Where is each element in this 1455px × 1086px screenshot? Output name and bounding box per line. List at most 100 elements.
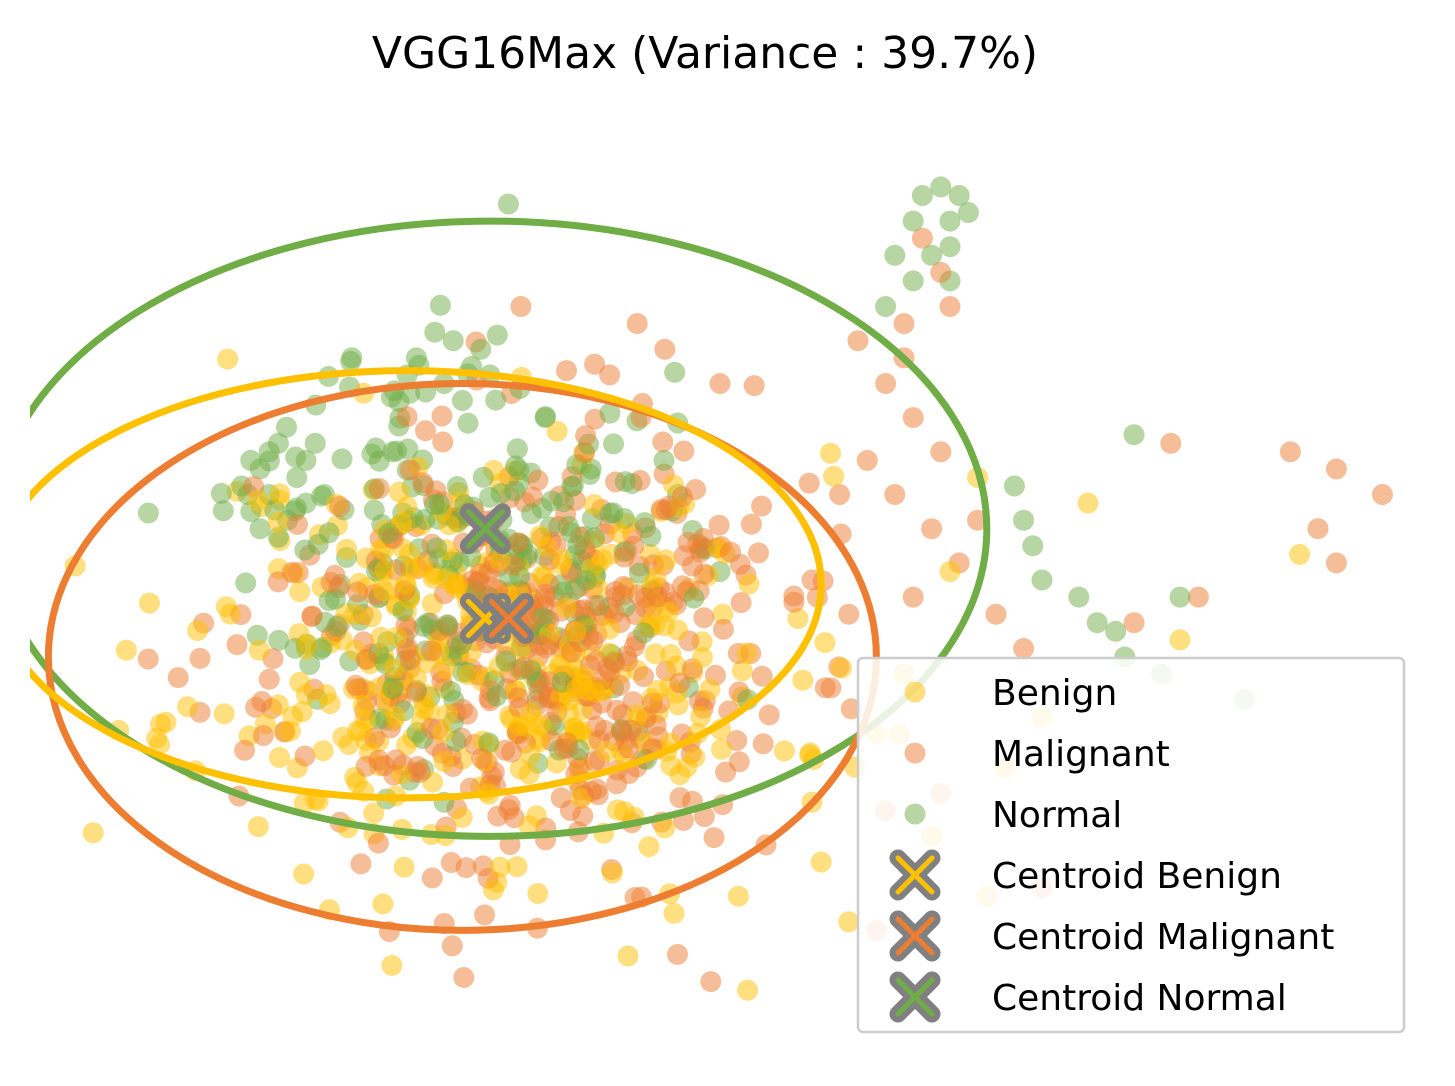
point-benign — [363, 802, 385, 824]
point-normal — [614, 471, 636, 493]
legend-centroid-normal-marker — [889, 971, 941, 1023]
point-malignant — [586, 778, 608, 800]
point-benign — [213, 703, 235, 725]
point-normal — [240, 449, 262, 471]
point-benign — [831, 657, 852, 679]
point-malignant — [633, 666, 654, 688]
point-malignant — [584, 595, 606, 616]
point-malignant — [1123, 612, 1145, 634]
ellipse-benign — [30, 367, 825, 802]
point-malignant — [347, 581, 369, 603]
point-benign — [291, 701, 313, 723]
point-benign — [647, 680, 668, 701]
point-malignant — [345, 674, 367, 696]
point-benign — [660, 755, 682, 777]
point-normal — [1105, 620, 1127, 642]
point-normal — [683, 587, 705, 609]
point-malignant — [189, 647, 211, 669]
legend-normal-marker — [904, 803, 926, 825]
point-normal — [380, 386, 402, 408]
point-malignant — [921, 518, 943, 540]
point-malignant — [884, 484, 906, 505]
point-malignant — [751, 495, 773, 517]
point-normal — [318, 522, 340, 544]
point-benign — [319, 693, 341, 715]
point-malignant — [671, 486, 693, 508]
point-malignant — [281, 561, 303, 583]
point-normal — [884, 244, 906, 266]
point-benign — [737, 979, 759, 1001]
point-normal — [562, 475, 584, 497]
point-malignant — [783, 591, 805, 613]
point-malignant — [911, 227, 933, 249]
point-malignant — [431, 405, 453, 427]
point-malignant — [730, 592, 752, 614]
point-malignant — [399, 649, 421, 670]
point-normal — [429, 294, 451, 316]
point-malignant — [412, 472, 434, 494]
point-benign — [393, 856, 415, 878]
point-benign — [1077, 492, 1099, 514]
point-malignant — [939, 296, 961, 317]
point-benign — [370, 626, 392, 648]
point-benign — [596, 741, 618, 762]
point-malignant — [838, 603, 860, 625]
point-benign — [838, 911, 860, 933]
point-benign — [519, 744, 541, 766]
point-normal — [939, 236, 961, 258]
point-normal — [557, 515, 579, 537]
point-malignant — [677, 531, 699, 553]
point-malignant — [137, 648, 159, 670]
point-normal — [451, 390, 473, 411]
point-malignant — [329, 496, 351, 517]
point-benign — [644, 643, 666, 665]
point-malignant — [740, 513, 762, 535]
point-benign — [396, 496, 418, 517]
point-malignant — [652, 431, 674, 453]
point-malignant — [510, 296, 532, 317]
point-malignant — [421, 867, 443, 889]
point-benign — [529, 714, 551, 736]
point-malignant — [405, 681, 427, 703]
point-benign — [267, 694, 289, 716]
point-benign — [599, 618, 621, 640]
point-benign — [451, 806, 473, 828]
point-benign — [773, 740, 795, 762]
point-benign — [289, 581, 311, 603]
point-benign — [373, 580, 395, 602]
point-benign — [712, 603, 734, 625]
point-normal — [457, 412, 479, 434]
point-malignant — [487, 805, 509, 827]
legend: Benign Malignant Normal Centroid Benign Cent… — [856, 656, 1406, 1034]
point-benign — [667, 694, 689, 716]
legend-normal-label: Normal — [992, 795, 1122, 836]
point-malignant — [1279, 441, 1301, 463]
point-benign — [332, 726, 354, 748]
point-normal — [295, 449, 317, 471]
point-benign — [691, 647, 713, 668]
point-malignant — [527, 469, 549, 491]
point-benign — [374, 560, 396, 581]
point-malignant — [613, 546, 635, 568]
point-malignant — [1187, 586, 1209, 608]
point-normal — [486, 324, 508, 346]
point-normal — [382, 678, 404, 700]
point-malignant — [847, 330, 869, 352]
point-malignant — [507, 532, 529, 554]
point-normal — [361, 443, 383, 465]
point-normal — [324, 588, 346, 610]
point-normal — [603, 433, 624, 455]
point-benign — [269, 483, 291, 505]
point-normal — [506, 438, 528, 460]
point-malignant — [534, 587, 556, 609]
point-malignant — [902, 407, 924, 429]
point-normal — [397, 438, 419, 460]
point-normal — [634, 512, 656, 534]
point-benign — [506, 856, 528, 878]
point-normal — [602, 502, 624, 524]
point-benign — [529, 525, 551, 547]
point-benign — [738, 573, 760, 595]
legend-centroid-malignant-marker — [889, 910, 941, 962]
point-normal — [137, 502, 159, 524]
